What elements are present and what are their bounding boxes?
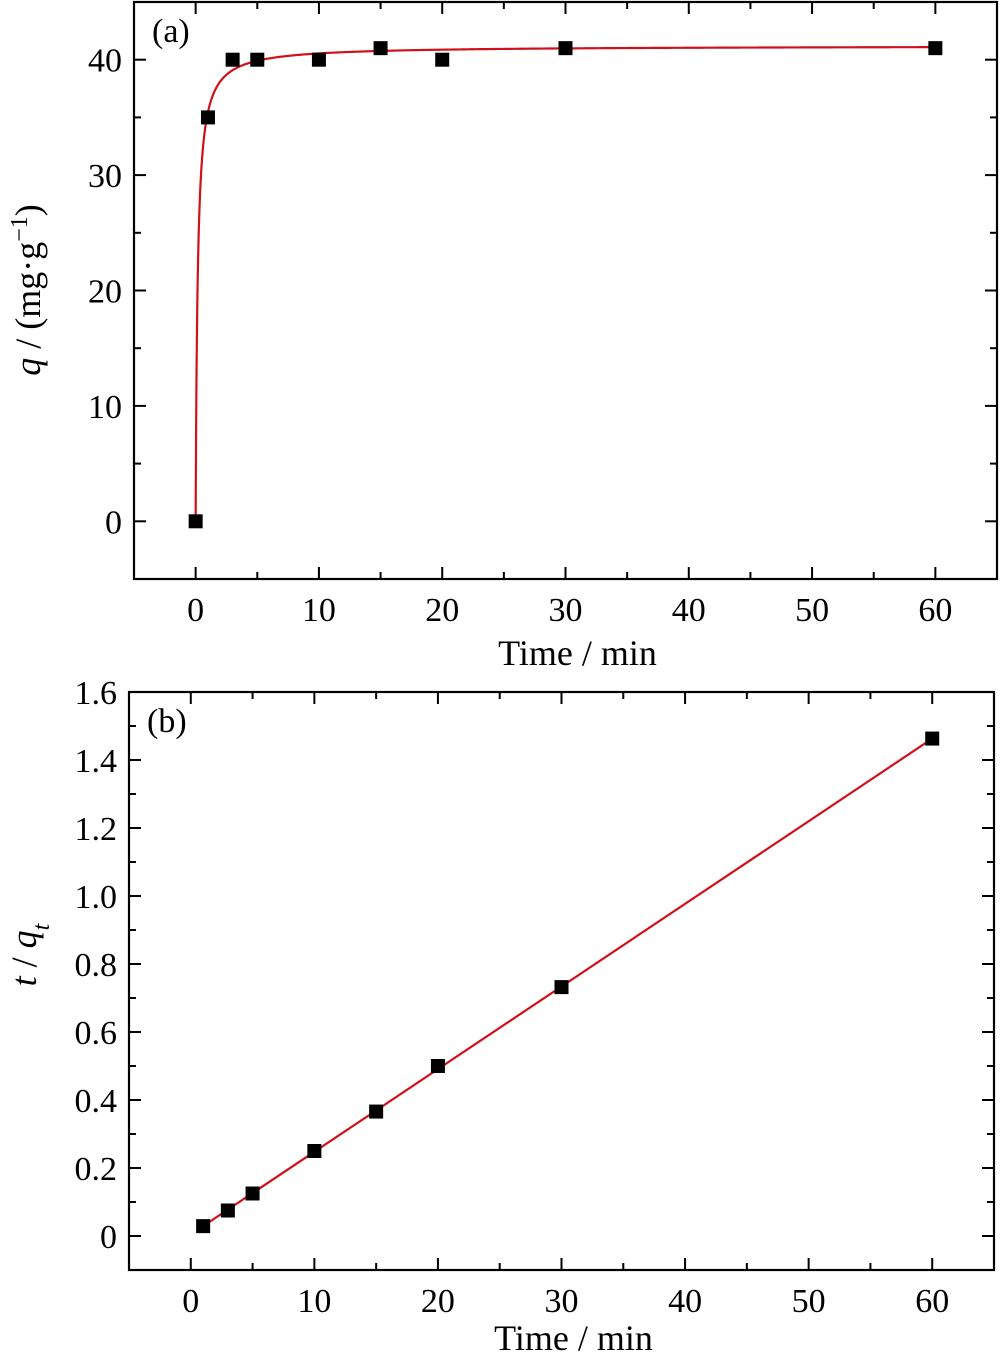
y-tick-label: 20 xyxy=(88,274,122,311)
x-tick-label: 30 xyxy=(545,1283,579,1320)
data-point xyxy=(430,1059,445,1073)
x-axis-title: Time / min xyxy=(498,633,657,673)
y-tick-label: 0.8 xyxy=(75,947,118,984)
data-point xyxy=(225,52,240,67)
x-tick-label: 60 xyxy=(915,1283,949,1320)
data-point xyxy=(250,52,265,67)
y-tick-label: 1.6 xyxy=(75,675,118,712)
y-tick-label: 0 xyxy=(105,504,122,541)
x-tick-label: 0 xyxy=(187,592,204,629)
x-axis-title: Time / min xyxy=(494,1318,653,1354)
data-point xyxy=(311,52,326,67)
y-axis-title: q / (mg·g−1) xyxy=(7,204,48,376)
y-axis-title: t / qt xyxy=(4,922,55,986)
x-tick-label: 50 xyxy=(795,592,829,629)
x-tick-label: 60 xyxy=(918,592,952,629)
data-point xyxy=(200,110,215,125)
x-tick-label: 0 xyxy=(182,1283,199,1320)
y-tick-label: 10 xyxy=(88,389,122,426)
y-tick-label: 0.6 xyxy=(75,1015,118,1052)
data-point xyxy=(373,41,388,56)
panel-label: (a) xyxy=(152,13,190,50)
y-tick-label: 1.0 xyxy=(75,879,118,916)
x-tick-label: 10 xyxy=(302,592,336,629)
data-point xyxy=(554,980,569,995)
data-point xyxy=(558,41,573,56)
x-tick-label: 50 xyxy=(792,1283,826,1320)
x-tick-label: 30 xyxy=(549,592,583,629)
data-point xyxy=(245,1186,260,1201)
y-tick-label: 30 xyxy=(88,158,122,195)
x-tick-label: 40 xyxy=(668,1283,702,1320)
chart-panel-a: 0 10 20 30 40 50 60 0 10 20 30 40 Time / min q / (mg·… xyxy=(7,0,999,673)
data-point xyxy=(925,731,940,746)
y-tick-label: 0.4 xyxy=(75,1083,118,1120)
data-point xyxy=(188,514,203,529)
data-point xyxy=(369,1104,384,1119)
plot-frame xyxy=(132,0,999,581)
data-point xyxy=(307,1144,322,1158)
y-tick-label: 1.2 xyxy=(75,811,118,848)
y-tick-label: 0 xyxy=(100,1219,117,1256)
data-point xyxy=(196,1219,211,1234)
chart-panel-b: 0 10 20 30 40 50 60 0 0.2 0.4 0.6 0.8 1.0 1.2 1.4 1.6 Ti… xyxy=(4,675,996,1354)
panel-label: (b) xyxy=(147,703,187,740)
y-tick-label: 0.2 xyxy=(75,1151,118,1188)
x-tick-label: 10 xyxy=(297,1283,331,1320)
fit-curve xyxy=(194,46,936,522)
data-point xyxy=(928,41,943,56)
data-point xyxy=(435,52,450,67)
x-tick-label: 20 xyxy=(425,592,459,629)
y-tick-label: 1.4 xyxy=(75,743,118,780)
x-tick-label: 20 xyxy=(421,1283,455,1320)
x-tick-label: 40 xyxy=(672,592,706,629)
data-point xyxy=(220,1203,235,1218)
y-tick-label: 40 xyxy=(88,43,122,80)
